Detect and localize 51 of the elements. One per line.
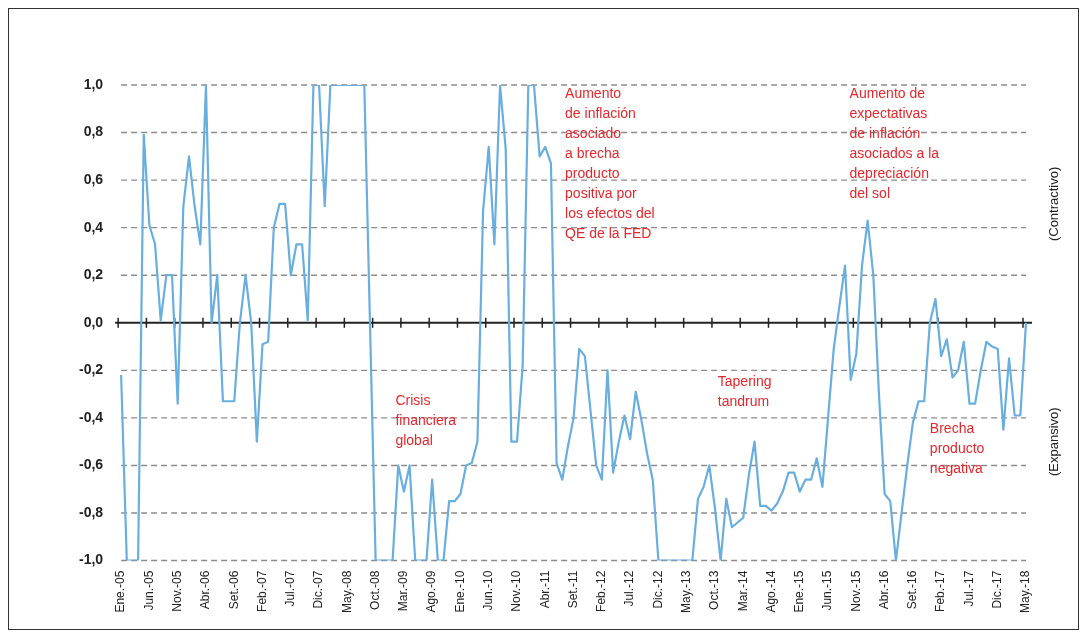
x-tick-label: Feb.-07 [254, 570, 269, 612]
y-tick-label: 0,4 [83, 218, 104, 235]
x-tick-label: Jun.-10 [481, 570, 496, 611]
annotation: Aumento de expectativas de inflación asociados a la depreciación del sol [849, 85, 940, 202]
y-tick-label: -0,2 [79, 361, 104, 378]
x-tick-label: Ago.-09 [424, 570, 439, 613]
x-tick-label: Ago.-14 [763, 570, 778, 613]
y-tick-label: -0,6 [79, 456, 104, 473]
x-tick-label: Feb.-17 [933, 570, 948, 612]
x-tick-label: Dic.-17 [990, 570, 1005, 609]
text: (Expansivo) [1045, 407, 1061, 476]
annotation: Tapering tandrum [717, 372, 772, 409]
y-tick-label: 0,6 [83, 170, 104, 187]
x-tick-label: Abr.-16 [876, 570, 891, 610]
y-tick-label: 1,0 [83, 75, 104, 92]
x-tick-label: Set.-11 [565, 570, 580, 609]
x-tick-label: Feb.-12 [594, 570, 609, 612]
y-tick-label: 0,0 [83, 313, 104, 330]
x-tick-label: Jul.-12 [622, 570, 637, 607]
y-tick-label: -1,0 [79, 551, 104, 568]
x-tick-label: May.-13 [678, 570, 693, 614]
x-tick-label: Abr.-06 [198, 570, 213, 610]
x-tick-label: Ene.-15 [792, 570, 807, 613]
y-tick-label: 0,8 [83, 123, 104, 140]
x-tick-label: Ene.-10 [452, 570, 467, 613]
x-tick-label: Dic.-07 [311, 570, 326, 609]
x-tick-label: Abr.-11 [537, 570, 552, 609]
text: (Contractivo) [1045, 166, 1061, 242]
x-tick-label: Nov.-05 [169, 570, 184, 612]
y-tick-label: 0,2 [83, 266, 104, 283]
y-tick-label: -0,8 [79, 503, 104, 520]
x-tick-label: Oct.-13 [707, 570, 722, 610]
x-tick-label: Ene.-05 [113, 570, 128, 613]
x-tick-label: Mar.-09 [396, 570, 411, 612]
x-tick-label: Dic.-12 [650, 570, 665, 609]
x-tick-label: May.-08 [339, 570, 354, 614]
annotation: Brecha producto negativa [929, 420, 985, 477]
x-tick-label: Jul.-07 [283, 570, 298, 607]
x-tick-label: May.-18 [1018, 570, 1033, 614]
x-tick-label: Set.-16 [905, 570, 920, 610]
x-tick-label: Jun.-05 [141, 570, 156, 611]
annotation: Aumento de inflación asociado a brecha producto positiva por los efectos del QE de la FED [565, 85, 655, 242]
x-tick-label: Jun.-15 [820, 570, 835, 611]
annotation: Crisis financiera global [395, 391, 457, 448]
y-tick-label: -0,4 [79, 408, 104, 425]
x-tick-label: Nov.-15 [848, 570, 863, 612]
x-tick-label: Oct.-08 [367, 570, 382, 610]
x-tick-label: Mar.-14 [735, 570, 750, 612]
x-tick-label: Set.-06 [226, 570, 241, 610]
x-tick-label: Jul.-17 [961, 570, 976, 607]
x-tick-label: Nov.-10 [509, 570, 524, 612]
